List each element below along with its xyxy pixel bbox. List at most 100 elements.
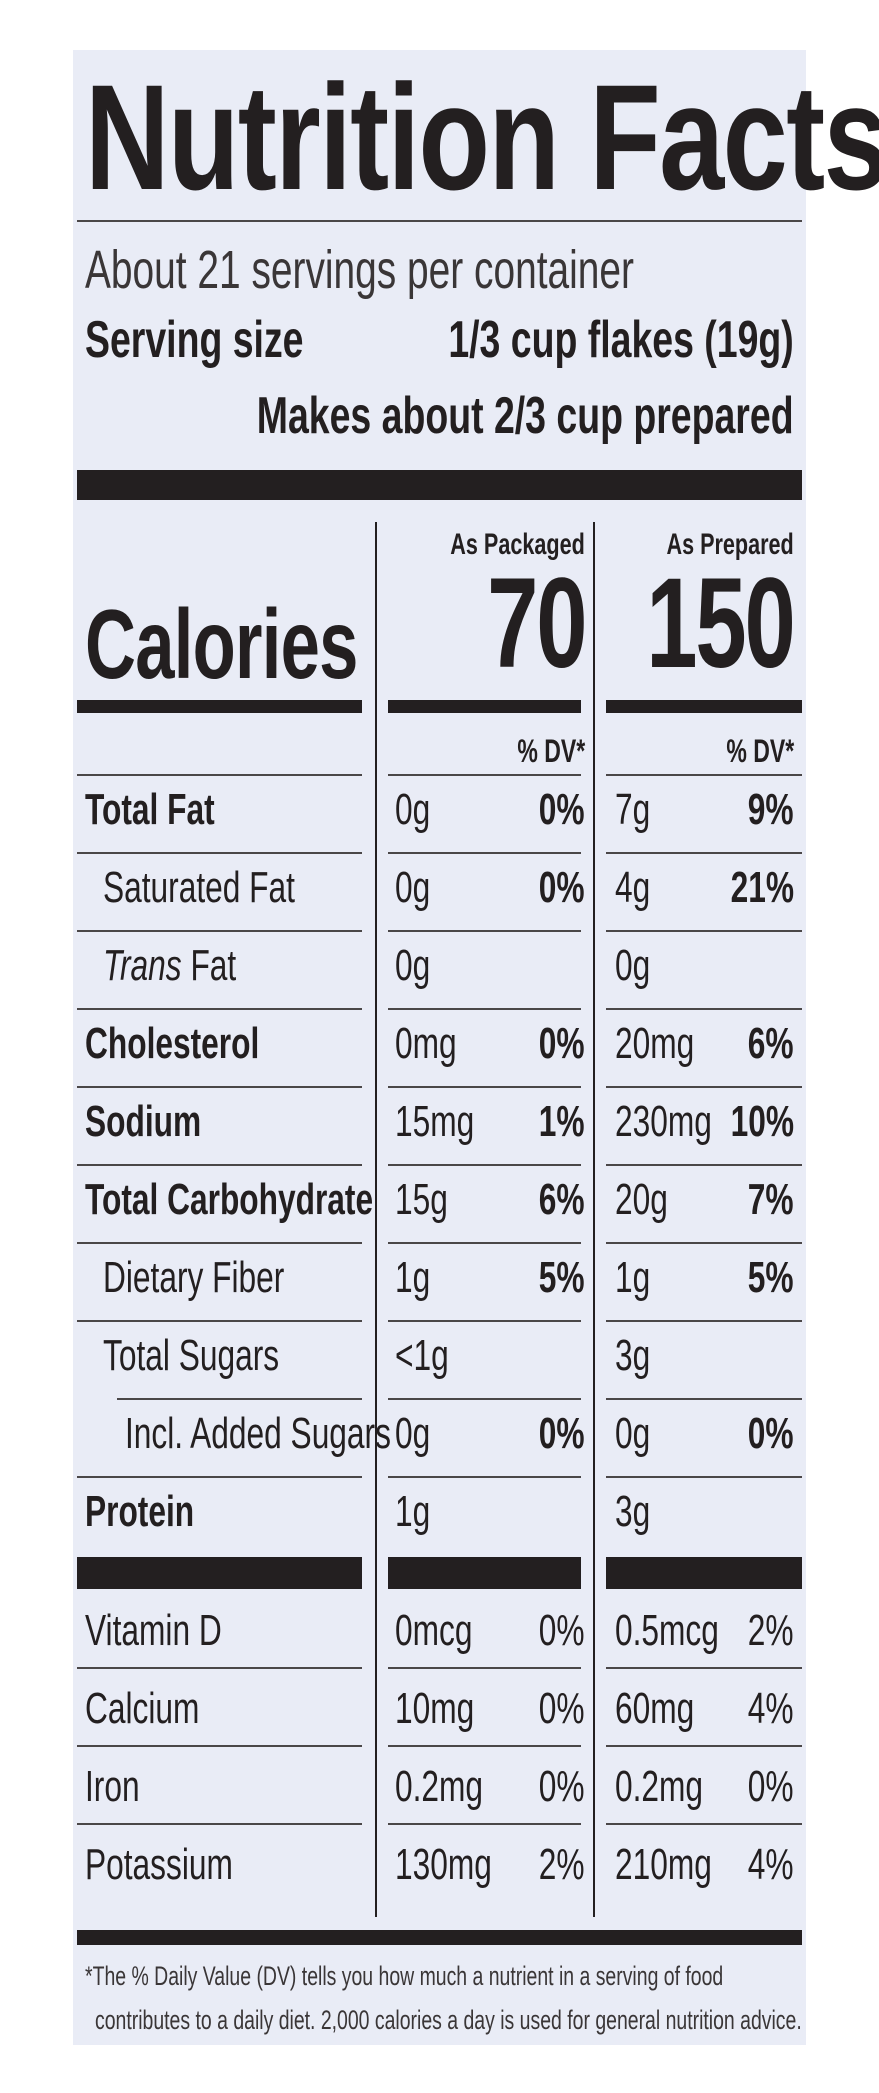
vitamin-row-0-rule-a: [77, 1667, 362, 1669]
nutrient-row-8-rule-a: [77, 1476, 362, 1478]
vitamin-row-2-rule-a: [77, 1823, 362, 1825]
vitamin-packaged-dv: 0%: [539, 1762, 585, 1811]
nutrient-row-5-rule-a: [77, 1242, 362, 1244]
packaged-dv-header: % DV*: [517, 733, 585, 769]
packaged-header: As Packaged: [450, 528, 585, 561]
vitamin-prepared-amount: 60mg: [615, 1684, 695, 1733]
serving-size-value: 1/3 cup flakes (19g): [448, 311, 794, 369]
vitamin-row-0-rule-b: [388, 1667, 581, 1669]
prepared-amount: 3g: [615, 1487, 651, 1536]
packaged-amount: 0g: [395, 1409, 431, 1458]
servings-per-container: About 21 servings per container: [85, 240, 634, 300]
vitamin-packaged-amount: 130mg: [395, 1840, 492, 1889]
nutrient-name: Sodium: [85, 1097, 202, 1146]
vitamin-packaged-amount: 0.2mg: [395, 1762, 484, 1811]
nutrient-row-7-rule-a: [117, 1398, 362, 1400]
dv-header-rule-c: [606, 774, 802, 776]
nutrient-row-3-rule-a: [77, 1086, 362, 1088]
label-title: Nutrition Facts: [85, 53, 879, 221]
nutrient-name-rest: Fat: [181, 941, 237, 990]
vitamin-packaged-dv: 0%: [539, 1606, 585, 1655]
column-divider-1: [375, 522, 377, 1917]
vitamin-prepared-dv: 0%: [748, 1762, 794, 1811]
nutrient-row-4-rule-b: [388, 1164, 581, 1166]
thick-divider-top: [77, 470, 802, 500]
nutrient-row-5-rule-b: [388, 1242, 581, 1244]
nutrient-row-4-rule-a: [77, 1164, 362, 1166]
nutrient-row-3-rule-b: [388, 1086, 581, 1088]
vitamin-name: Potassium: [85, 1840, 233, 1889]
packaged-amount: 0g: [395, 941, 431, 990]
packaged-amount: 1g: [395, 1253, 431, 1302]
vitamin-row-1-rule-a: [77, 1745, 362, 1747]
nutrition-label: Nutrition Facts About 21 servings per co…: [73, 50, 879, 2045]
vitamin-prepared-dv: 2%: [748, 1606, 794, 1655]
title-divider: [77, 220, 802, 222]
nutrient-row-0-rule-c: [606, 852, 802, 854]
vitamin-prepared-amount: 210mg: [615, 1840, 712, 1889]
nutrient-name: Incl. Added Sugars: [125, 1409, 391, 1458]
prepared-dv: 7%: [748, 1175, 794, 1224]
nutrient-row-2-rule-a: [77, 1008, 362, 1010]
nutrient-row-1-rule-b: [388, 930, 581, 932]
vitamin-name: Iron: [85, 1762, 140, 1811]
prepared-header: As Prepared: [666, 528, 794, 561]
nutrient-name: Trans Fat: [103, 944, 236, 988]
packaged-amount: 0g: [395, 863, 431, 912]
packaged-amount: 15mg: [395, 1097, 475, 1146]
thick-divider-bottom: [77, 1930, 802, 1945]
packaged-dv: 1%: [539, 1097, 585, 1146]
nutrient-name: Cholesterol: [85, 1019, 260, 1068]
prepared-amount: 0g: [615, 941, 651, 990]
packaged-dv: 0%: [539, 863, 585, 912]
packaged-dv: 0%: [539, 785, 585, 834]
prepared-calories: 150: [646, 552, 796, 695]
prepared-dv: 9%: [748, 785, 794, 834]
packaged-amount: <1g: [395, 1331, 449, 1380]
dv-header-rule-b: [388, 774, 581, 776]
prepared-dv: 10%: [730, 1097, 794, 1146]
vitamin-packaged-amount: 10mg: [395, 1684, 475, 1733]
nutrient-row-1-rule-c: [606, 930, 802, 932]
nutrient-row-7-rule-c: [606, 1398, 802, 1400]
prepared-amount: 20mg: [615, 1019, 695, 1068]
nutrient-row-0-rule-a: [77, 852, 362, 854]
vitamin-prepared-amount: 0.2mg: [615, 1762, 704, 1811]
packaged-dv: 0%: [539, 1409, 585, 1458]
prepared-amount: 7g: [615, 785, 651, 834]
vitamin-divider-3: [606, 1557, 802, 1589]
nutrient-row-6-rule-a: [77, 1320, 362, 1322]
vitamin-packaged-dv: 0%: [539, 1684, 585, 1733]
prepared-amount: 20g: [615, 1175, 668, 1224]
packaged-calories: 70: [486, 552, 587, 695]
nutrient-row-8-rule-c: [606, 1476, 802, 1478]
vitamin-packaged-dv: 2%: [539, 1840, 585, 1889]
nutrient-row-5-rule-c: [606, 1242, 802, 1244]
prepared-amount: 4g: [615, 863, 651, 912]
packaged-dv: 6%: [539, 1175, 585, 1224]
nutrient-row-8-rule-b: [388, 1476, 581, 1478]
nutrient-name: Total Carbohydrate: [85, 1175, 374, 1224]
prepared-dv: 21%: [730, 863, 794, 912]
vitamin-name: Vitamin D: [85, 1606, 222, 1655]
nutrient-row-6-rule-b: [388, 1320, 581, 1322]
packaged-amount: 1g: [395, 1487, 431, 1536]
nutrient-row-4-rule-c: [606, 1164, 802, 1166]
vitamin-prepared-dv: 4%: [748, 1840, 794, 1889]
prepared-amount: 1g: [615, 1253, 651, 1302]
prepared-amount: 3g: [615, 1331, 651, 1380]
vitamin-row-1-rule-c: [606, 1745, 802, 1747]
prepared-dv-header: % DV*: [726, 733, 794, 769]
nutrient-row-3-rule-c: [606, 1086, 802, 1088]
vitamin-divider-1: [77, 1557, 362, 1589]
prepared-amount: 0g: [615, 1409, 651, 1458]
prepared-dv: 6%: [748, 1019, 794, 1068]
packaged-dv: 0%: [539, 1019, 585, 1068]
vitamin-divider-2: [388, 1557, 581, 1589]
nutrient-row-0-rule-b: [388, 852, 581, 854]
vitamin-row-2-rule-c: [606, 1823, 802, 1825]
calories-rule-2: [388, 700, 581, 713]
serving-size-label: Serving size: [85, 311, 304, 369]
nutrient-name: Dietary Fiber: [103, 1253, 285, 1302]
nutrient-name: Total Fat: [85, 785, 215, 834]
